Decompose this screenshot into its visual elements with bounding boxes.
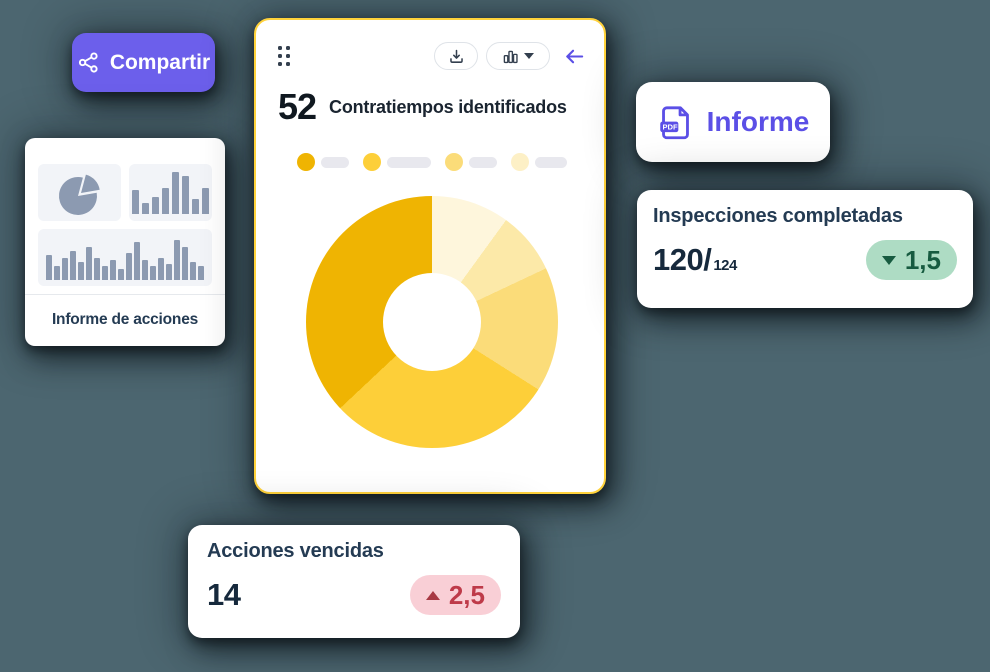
column-chart-icon	[502, 48, 519, 65]
minibar	[118, 268, 124, 280]
actions-card: Acciones vencidas 14 2,5	[188, 525, 520, 638]
donut-chart	[306, 196, 558, 448]
trend-badge-up: 2,5	[409, 575, 501, 615]
trend-value: 1,5	[904, 244, 941, 275]
caret-down-icon	[524, 53, 534, 59]
inspections-total: 124	[713, 257, 737, 274]
minibar	[202, 188, 209, 214]
pie-chart-thumbnail[interactable]	[38, 164, 121, 221]
wide-bar-chart-thumbnail[interactable]	[38, 229, 212, 286]
donut-legend	[278, 152, 586, 172]
widget-card: 52 Contratiempos identificados	[254, 18, 606, 494]
legend-placeholder-bar	[535, 156, 567, 168]
gallery-card-label: Informe de acciones	[51, 311, 199, 328]
minibar	[86, 246, 92, 280]
minibar	[62, 257, 68, 280]
legend-item	[445, 153, 497, 171]
chart-thumbnails	[38, 164, 212, 286]
minibar	[132, 190, 139, 214]
minibar	[78, 261, 84, 280]
actions-title: Acciones vencidas	[207, 540, 384, 562]
donut-wrap	[278, 196, 586, 448]
report-gallery-card[interactable]: Informe de acciones	[25, 138, 225, 346]
chart-type-dropdown[interactable]	[486, 42, 550, 70]
minibar	[182, 246, 188, 280]
actions-value: 14	[207, 577, 241, 612]
minibar	[110, 259, 116, 280]
legend-item	[297, 153, 349, 171]
minibar	[126, 253, 132, 280]
drag-handle-icon[interactable]	[278, 46, 290, 66]
minibar	[152, 196, 159, 214]
trend-value: 2,5	[448, 579, 485, 610]
minibar	[70, 250, 76, 280]
minibar	[192, 198, 199, 214]
inspections-row: 120/ 124 1,5	[653, 240, 957, 280]
pie-chart-icon	[56, 169, 104, 217]
minibar	[142, 203, 149, 214]
minibar	[166, 264, 172, 280]
widget-title-row: 52 Contratiempos identificados	[278, 86, 586, 128]
minibar	[134, 242, 140, 280]
trend-badge-down: 1,5	[865, 240, 957, 280]
minibar	[198, 266, 204, 280]
legend-placeholder-bar	[387, 156, 431, 168]
minibar	[158, 257, 164, 280]
share-button-label: Compartir	[109, 50, 211, 74]
legend-item	[511, 153, 567, 171]
report-button-label: Informe	[706, 106, 810, 137]
minibar	[162, 188, 169, 214]
legend-item	[363, 153, 431, 171]
share-button[interactable]: Compartir	[72, 33, 215, 92]
wide-bar-chart-icon	[46, 236, 204, 280]
bar-chart-thumbnail[interactable]	[129, 164, 212, 221]
widget-header	[278, 42, 586, 70]
pdf-file-icon: PDF	[657, 104, 694, 141]
minibar	[94, 257, 100, 280]
legend-dot	[363, 153, 381, 171]
inspections-value: 120/ 124	[653, 242, 737, 278]
minibar	[172, 171, 179, 214]
download-icon	[448, 48, 465, 65]
minibar	[46, 255, 52, 280]
actions-row: 14 2,5	[207, 575, 501, 615]
widget-value: 52	[278, 86, 317, 127]
back-arrow-icon[interactable]	[563, 45, 586, 68]
download-button[interactable]	[434, 42, 478, 70]
widget-title: Contratiempos identificados	[329, 96, 567, 117]
svg-text:PDF: PDF	[662, 122, 678, 131]
legend-placeholder-bar	[321, 156, 349, 168]
legend-placeholder-bar	[469, 156, 497, 168]
inspections-card: Inspecciones completadas 120/ 124 1,5	[637, 190, 973, 308]
inspections-title: Inspecciones completadas	[653, 205, 903, 227]
minibar	[142, 259, 148, 280]
minibar	[150, 266, 156, 280]
legend-dot	[445, 153, 463, 171]
minibar	[54, 266, 60, 280]
donut-hole	[383, 273, 481, 371]
share-icon	[77, 51, 100, 74]
legend-dot	[511, 153, 529, 171]
minibar	[102, 266, 108, 280]
bar-chart-icon	[132, 171, 209, 214]
legend-dot	[297, 153, 315, 171]
divider	[25, 294, 225, 295]
minibar	[174, 239, 180, 280]
minibar	[190, 261, 196, 280]
triangle-up-icon	[425, 590, 440, 600]
report-button[interactable]: PDF Informe	[636, 82, 830, 162]
minibar	[182, 175, 189, 214]
inspections-count: 120/	[653, 242, 712, 277]
triangle-down-icon	[881, 255, 896, 265]
